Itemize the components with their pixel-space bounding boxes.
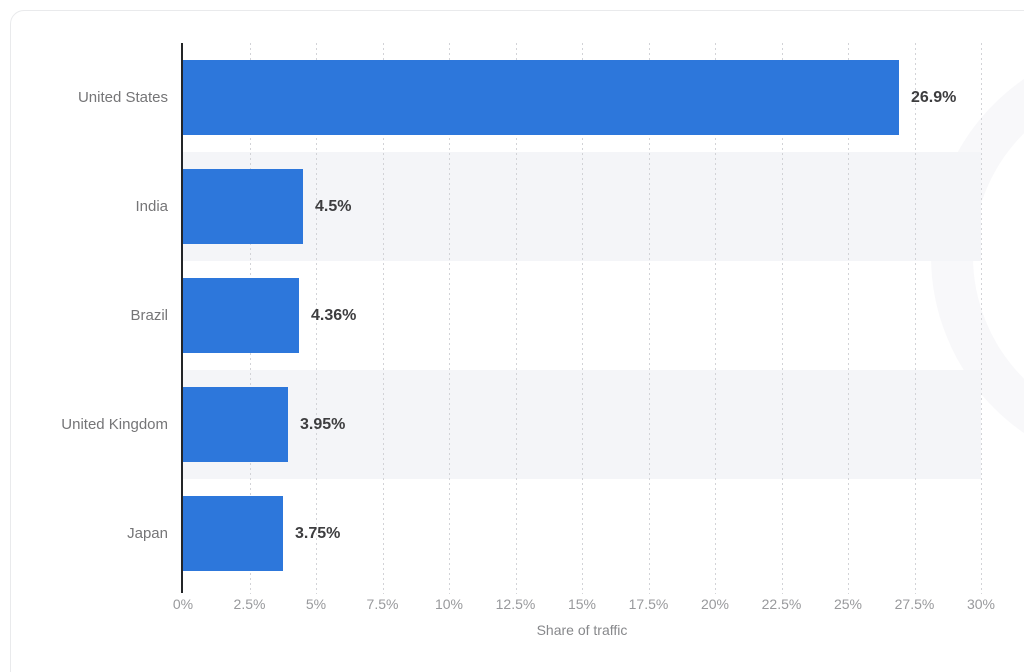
bar-value-label: 26.9% [911, 88, 957, 106]
chart-card: 26.9% 4.5% 4.36% 3.95% 3.75% United States In… [10, 10, 1024, 672]
gridline [649, 43, 650, 594]
gridline [848, 43, 849, 594]
x-tick-label: 5% [305, 596, 327, 612]
x-tick-label: 27.5% [894, 596, 935, 612]
gridline [516, 43, 517, 594]
x-tick-label: 30% [966, 596, 996, 612]
gridline [915, 43, 916, 594]
gridline [715, 43, 716, 594]
category-label: United Kingdom [61, 416, 168, 433]
category-label: United States [77, 89, 168, 106]
x-tick-label: 7.5% [366, 596, 399, 612]
bar-value-label: 4.5% [315, 197, 352, 215]
bar-value-label: 3.95% [300, 415, 346, 433]
x-tick-label: 20% [700, 596, 730, 612]
bar[interactable] [183, 60, 899, 135]
gridline [782, 43, 783, 594]
bar[interactable] [183, 278, 299, 353]
bar[interactable] [183, 169, 303, 244]
x-tick-label: 17.5% [628, 596, 669, 612]
x-tick-label: 12.5% [495, 596, 536, 612]
category-label: Japan [127, 525, 168, 542]
category-label: Brazil [130, 307, 168, 324]
bar[interactable] [183, 387, 288, 462]
x-tick-label: 25% [833, 596, 863, 612]
bar[interactable] [183, 496, 283, 571]
plot-area: 26.9% 4.5% 4.36% 3.95% 3.75% [183, 43, 982, 594]
gridline [582, 43, 583, 594]
x-tick-label: 0% [172, 596, 194, 612]
x-tick-label: 15% [567, 596, 597, 612]
bar-value-label: 4.36% [311, 306, 357, 324]
bar-value-label: 3.75% [295, 524, 341, 542]
gridline [449, 43, 450, 594]
y-axis-line [181, 43, 183, 593]
x-axis-title: Share of traffic [536, 622, 628, 638]
x-tick-label: 22.5% [761, 596, 802, 612]
gridline [316, 43, 317, 594]
x-tick-label: 10% [434, 596, 464, 612]
gridline [383, 43, 384, 594]
category-label: India [135, 198, 168, 215]
x-tick-label: 2.5% [233, 596, 266, 612]
gridline [981, 43, 982, 594]
